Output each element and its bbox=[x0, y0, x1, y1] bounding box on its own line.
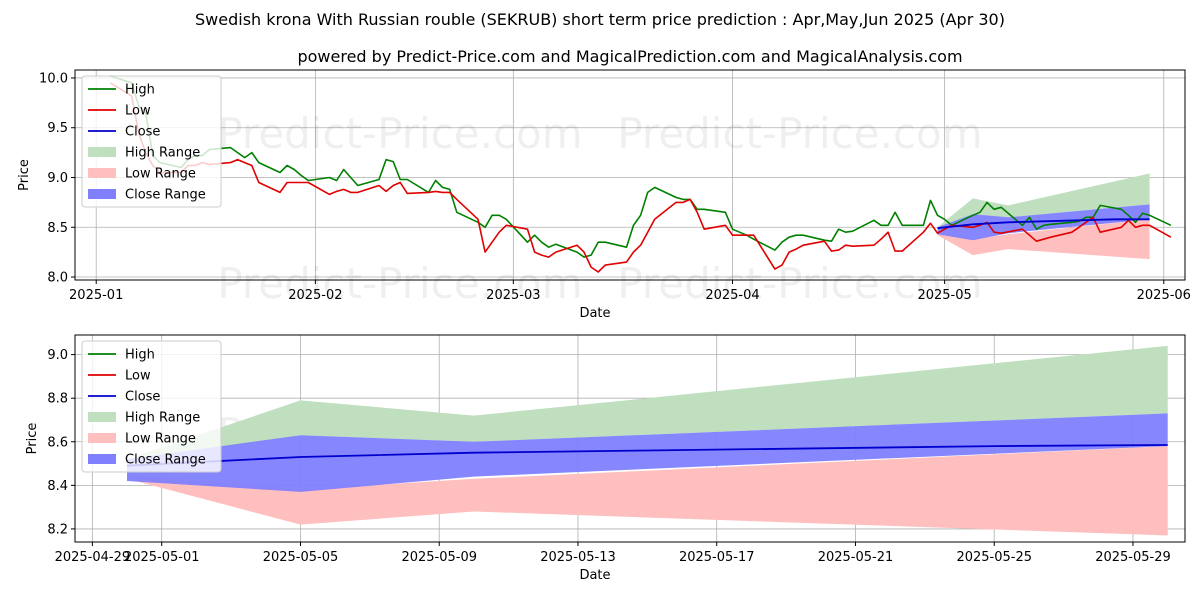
x-tick-label: 2025-04 bbox=[705, 288, 759, 303]
forecast-plot-marks bbox=[126, 345, 1168, 536]
band-low-range bbox=[127, 446, 1168, 536]
x-tick-label: 2025-05-05 bbox=[263, 550, 339, 565]
y-tick-label: 8.4 bbox=[47, 479, 68, 494]
y-tick-label: 8.2 bbox=[47, 522, 68, 537]
legend-label-close-range: Close Range bbox=[125, 453, 206, 468]
legend-label-high: High bbox=[125, 83, 155, 98]
x-tick-label: 2025-05-17 bbox=[679, 550, 755, 565]
watermark-text: Predict-Price.com bbox=[617, 109, 982, 158]
series-line-close bbox=[937, 218, 1150, 230]
x-tick-label: 2025-01 bbox=[69, 288, 123, 303]
legend-swatch-close-range bbox=[88, 189, 116, 199]
band-high-range bbox=[127, 345, 1168, 464]
band-high-range bbox=[937, 173, 1150, 229]
y-tick-label: 8.0 bbox=[47, 271, 68, 286]
y-axis-label: Price bbox=[17, 159, 32, 191]
watermark-text: Predict-Price.com bbox=[217, 109, 582, 158]
x-tick-label: 2025-05 bbox=[917, 288, 971, 303]
chart-subtitle: powered by Predict-Price.com and Magical… bbox=[297, 47, 962, 66]
legend-label-close: Close bbox=[125, 390, 160, 405]
x-tick-label: 2025-03 bbox=[486, 288, 540, 303]
y-tick-label: 9.0 bbox=[47, 348, 68, 363]
legend-label-low: Low bbox=[125, 104, 151, 119]
y-axis-label: Price bbox=[25, 423, 40, 455]
legend-swatch-low-range bbox=[88, 168, 116, 178]
legend-swatch-low-range bbox=[88, 433, 116, 443]
x-tick-label: 2025-02 bbox=[288, 288, 342, 303]
x-tick-label: 2025-05-01 bbox=[124, 550, 200, 565]
forecast-legend: High Low Close High Range Low Range Close Ran… bbox=[81, 340, 222, 473]
x-tick-label: 2025-05-09 bbox=[401, 550, 477, 565]
series-line-close bbox=[126, 444, 1168, 467]
x-tick-label: 2025-05-25 bbox=[956, 550, 1032, 565]
y-tick-label: 9.5 bbox=[47, 121, 68, 136]
legend-label-close-range: Close Range bbox=[125, 188, 206, 203]
series-line-high bbox=[110, 75, 1172, 258]
legend-box bbox=[81, 75, 222, 208]
watermark-text: Predict-Price.com bbox=[617, 259, 982, 308]
legend-label-high-range: High Range bbox=[125, 411, 200, 426]
x-tick-label: 2025-05-13 bbox=[540, 550, 616, 565]
y-tick-label: 8.8 bbox=[47, 392, 68, 407]
y-tick-label: 10.0 bbox=[39, 71, 68, 86]
forecast-panel: Predict-Price.comPredict-Price.com2025-0… bbox=[25, 334, 1186, 583]
chart-title: Swedish krona With Russian rouble (SEKRU… bbox=[195, 10, 1005, 29]
history-panel: Predict-Price.com Predict-Price.com Predic… bbox=[17, 69, 1191, 321]
legend-swatch-close-range bbox=[88, 454, 116, 464]
legend-label-low-range: Low Range bbox=[125, 432, 196, 447]
x-axis-label: Date bbox=[579, 306, 610, 321]
band-close-range bbox=[937, 204, 1150, 241]
legend-label-low-range: Low Range bbox=[125, 167, 196, 182]
watermark-text: Predict-Price.com bbox=[217, 259, 582, 308]
legend-label-high: High bbox=[125, 348, 155, 363]
legend-label-low: Low bbox=[125, 369, 151, 384]
x-tick-label: 2025-05-29 bbox=[1095, 550, 1171, 565]
history-axes-frame bbox=[74, 69, 1186, 281]
y-tick-label: 9.0 bbox=[47, 171, 68, 186]
x-tick-label: 2025-06 bbox=[1137, 288, 1191, 303]
band-close-range bbox=[127, 413, 1168, 492]
x-tick-label: 2025-05-21 bbox=[818, 550, 894, 565]
x-tick-label: 2025-04-29 bbox=[55, 550, 131, 565]
legend-swatch-high-range bbox=[88, 147, 116, 157]
history-legend: High Low Close High Range Low Range Close Ran… bbox=[81, 75, 222, 208]
series-line-low bbox=[109, 82, 1172, 273]
legend-swatch-high-range bbox=[88, 412, 116, 422]
legend-label-high-range: High Range bbox=[125, 146, 200, 161]
y-tick-label: 8.5 bbox=[47, 221, 68, 236]
legend-label-close: Close bbox=[125, 125, 160, 140]
legend-box bbox=[81, 340, 222, 473]
x-axis-label: Date bbox=[579, 568, 610, 583]
forecast-axes-frame bbox=[74, 334, 1186, 543]
history-plot-marks bbox=[109, 75, 1172, 273]
y-tick-label: 8.6 bbox=[47, 435, 68, 450]
